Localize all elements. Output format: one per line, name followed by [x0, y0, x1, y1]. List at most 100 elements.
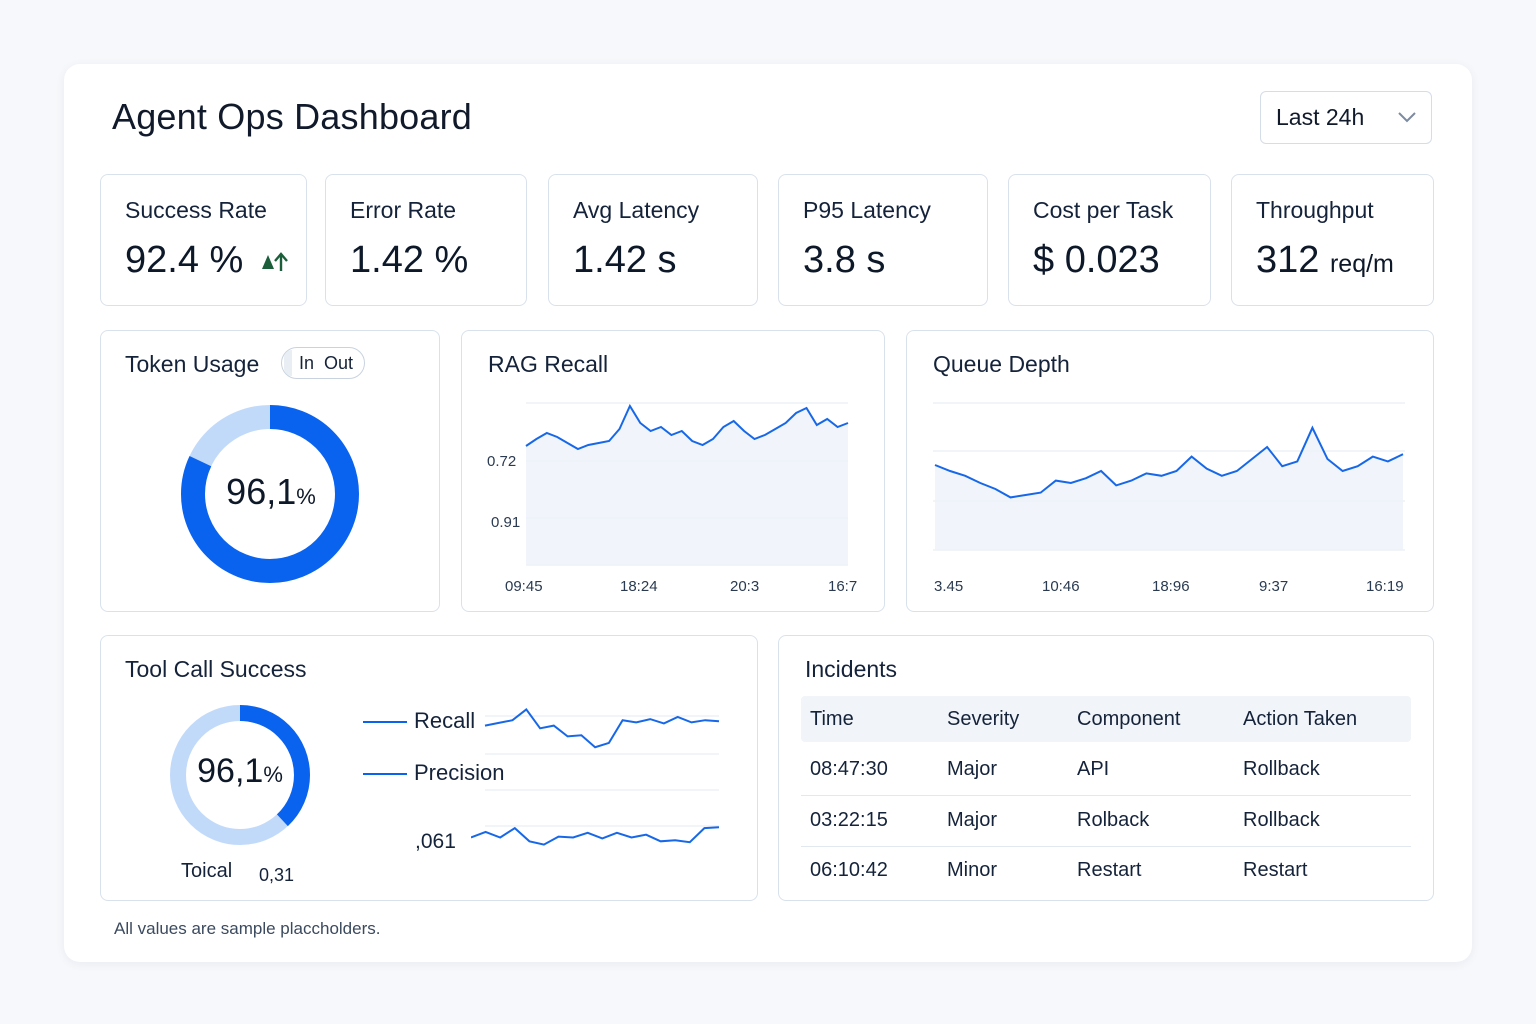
y-tick-label: 0.91: [491, 514, 520, 531]
donut-caption-value: 0,31: [259, 865, 295, 885]
kpi-value-row: $ 0.023: [1033, 239, 1160, 282]
panel-title: Incidents: [805, 656, 898, 682]
legend-swatch-recall: [363, 721, 407, 723]
kpi-unit: %: [434, 239, 469, 281]
kpi-throughput: Throughput 312 req/m: [1231, 174, 1434, 306]
toggle-in[interactable]: In: [299, 353, 315, 373]
kpi-value: 312: [1256, 239, 1320, 281]
rag-recall-panel: RAG Recall 0.72 0.91 09:45 18:24 20:3 16…: [461, 330, 885, 612]
toggle-out[interactable]: Out: [324, 353, 354, 373]
x-tick-label: 9:37: [1259, 578, 1288, 595]
series-line: [525, 403, 849, 451]
rag-recall-chart: 0.72 0.91 09:45 18:24 20:3 16:7: [487, 402, 857, 595]
cell-action: Restart: [1243, 859, 1308, 881]
series-area: [526, 406, 848, 565]
cell-time: 06:10:42: [810, 859, 888, 881]
token-usage-panel: Token Usage In Out 96,1%: [100, 330, 440, 612]
kpi-unit: s: [657, 239, 677, 281]
kpi-label: P95 Latency: [803, 197, 931, 223]
axis-label: ,061: [415, 830, 456, 853]
cell-severity: Minor: [947, 859, 998, 881]
kpi-unit: s: [866, 239, 886, 281]
cell-action: Rollback: [1243, 758, 1320, 780]
kpi-value: 92.4: [125, 239, 199, 281]
recall-sparkline: [484, 707, 720, 749]
queue-depth-chart: 3.45 10:46 18:96 9:37 16:19: [933, 402, 1405, 595]
kpi-label: Error Rate: [350, 197, 457, 223]
column-header[interactable]: Time: [810, 708, 854, 730]
kpi-value: 1.42: [573, 239, 647, 281]
legend-swatch-precision: [363, 773, 407, 775]
kpi-error-rate: Error Rate 1.42 %: [325, 174, 527, 306]
panel-title: Queue Depth: [933, 351, 1070, 377]
x-tick-label: 09:45: [505, 578, 543, 595]
y-tick-label: 0.72: [487, 453, 516, 470]
x-tick-label: 18:24: [620, 578, 658, 595]
cell-action: Rollback: [1243, 809, 1320, 831]
kpi-value-row: 92.4 %: [125, 239, 290, 282]
column-header[interactable]: Severity: [947, 708, 1020, 730]
x-tick-label: 18:96: [1152, 578, 1190, 595]
page-title: Agent Ops Dashboard: [112, 96, 473, 137]
x-tick-label: 20:3: [730, 578, 759, 595]
kpi-value: 3.8: [803, 239, 856, 281]
queue-depth-panel: Queue Depth 3.45 10:46 18:96 9:37 16:19: [906, 330, 1434, 612]
row-divider: [801, 846, 1411, 847]
cell-severity: Major: [947, 758, 998, 780]
donut-caption: Toical: [181, 860, 233, 882]
cell-severity: Major: [947, 809, 998, 831]
panel-title: Token Usage: [125, 351, 260, 377]
kpi-label: Throughput: [1256, 197, 1374, 223]
panel-title: Tool Call Success: [125, 656, 307, 682]
column-header[interactable]: Action Taken: [1243, 708, 1358, 730]
cell-component: Rolback: [1077, 809, 1150, 831]
row-divider: [801, 795, 1411, 796]
panel-title: RAG Recall: [488, 351, 609, 377]
kpi-unit: %: [209, 239, 244, 281]
kpi-label: Success Rate: [125, 197, 267, 223]
donut-value: 96,1: [226, 471, 297, 512]
kpi-value: $ 0.023: [1033, 239, 1160, 281]
incidents-panel: Incidents Time Severity Component Action…: [778, 635, 1434, 901]
donut-center-value: 96,1%: [201, 471, 341, 513]
series-area: [935, 427, 1403, 550]
donut-fill: [170, 705, 310, 845]
kpi-value-row: 1.42 %: [350, 239, 468, 282]
precision-sparkline: [471, 826, 720, 846]
column-header[interactable]: Component: [1077, 708, 1181, 730]
donut-value: 96,1: [197, 752, 264, 790]
table-header: [801, 696, 1411, 742]
time-range-select[interactable]: Last 24h: [1260, 91, 1432, 144]
donut-fill: [181, 405, 359, 583]
legend-label-recall: Recall: [414, 708, 476, 733]
tool-call-donut: [170, 705, 310, 845]
cell-time: 03:22:15: [810, 809, 888, 831]
kpi-cost-per-task: Cost per Task $ 0.023: [1008, 174, 1211, 306]
kpi-success-rate: Success Rate 92.4 %: [100, 174, 307, 306]
in-out-toggle[interactable]: In Out: [281, 347, 365, 379]
kpi-p95-latency: P95 Latency 3.8 s: [778, 174, 988, 306]
kpi-value-row: 3.8 s: [803, 239, 885, 282]
series-line: [934, 425, 1404, 499]
tool-call-sparklines: [471, 707, 720, 846]
kpi-label: Cost per Task: [1033, 197, 1174, 223]
time-range-value: Last 24h: [1276, 104, 1365, 130]
x-tick-label: 3.45: [934, 578, 963, 595]
kpi-value-row: 312 req/m: [1256, 239, 1394, 282]
token-usage-donut: [181, 405, 359, 583]
x-tick-label: 16:7: [828, 578, 857, 595]
donut-center-value: 96,1%: [180, 752, 300, 791]
cell-component: API: [1077, 758, 1110, 780]
cell-time: 08:47:30: [810, 758, 888, 780]
toggle-knob: [284, 350, 292, 376]
x-tick-label: 10:46: [1042, 578, 1080, 595]
kpi-value: 1.42: [350, 239, 424, 281]
chevron-down-icon: [1398, 112, 1416, 123]
x-tick-label: 16:19: [1366, 578, 1404, 595]
legend-label-precision: Precision: [414, 760, 505, 785]
kpi-unit: req/m: [1329, 250, 1394, 278]
kpi-avg-latency: Avg Latency 1.42 s: [548, 174, 758, 306]
cell-component: Restart: [1077, 859, 1142, 881]
donut-unit: %: [263, 762, 283, 787]
kpi-label: Avg Latency: [573, 197, 700, 223]
